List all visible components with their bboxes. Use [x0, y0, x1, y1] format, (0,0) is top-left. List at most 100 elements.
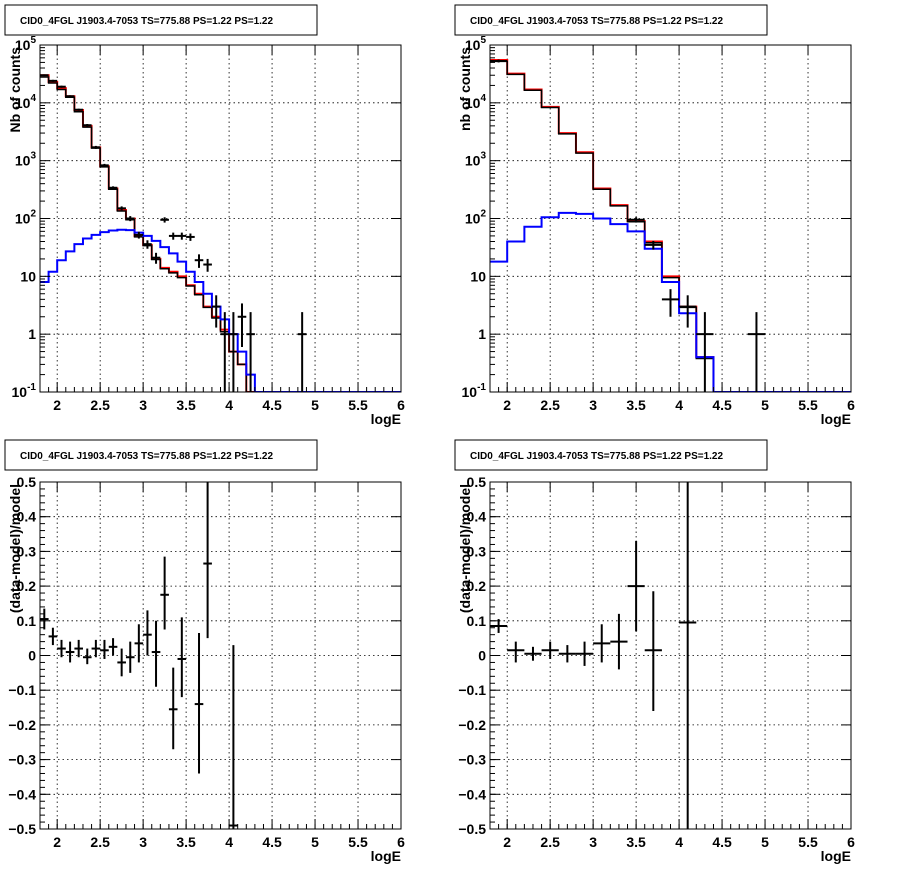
y-tick-label: 105	[15, 35, 37, 53]
data-point	[194, 254, 204, 268]
data-point	[57, 85, 66, 88]
data-point	[644, 591, 662, 712]
data-point	[143, 610, 152, 656]
data-point	[203, 258, 212, 272]
y-tick-label: 10-1	[462, 382, 487, 400]
chart-panel-br: 2 2.5 3 3.5 4 4.5 5 5.5 6 −0.5 −0.4 −0.3 −0.2 −0.1 0 0.…	[454, 439, 855, 864]
x-tick-label: 6	[397, 397, 405, 413]
y-tick-label: 1	[28, 326, 36, 342]
x-tick-label: 5.5	[798, 397, 818, 413]
y-tick-label: 0.2	[17, 578, 37, 594]
y-tick-label: 104	[465, 93, 487, 111]
y-tick-label: −0.1	[458, 682, 486, 698]
data-point	[610, 613, 628, 670]
y-axis-title: (data-model)/model	[7, 484, 23, 613]
series-line-2	[40, 228, 401, 392]
data-point	[558, 645, 576, 663]
data-point	[627, 540, 645, 632]
x-tick-label: 3	[589, 834, 597, 850]
x-tick-label: 3.5	[626, 397, 646, 413]
data-point	[91, 145, 101, 149]
y-tick-label: 0.5	[467, 474, 487, 490]
data-point	[507, 641, 525, 663]
y-tick-label: 104	[15, 93, 37, 111]
data-point	[168, 232, 178, 240]
data-point	[747, 312, 766, 392]
data-point	[74, 108, 83, 111]
data-point	[297, 312, 307, 392]
data-points	[490, 482, 697, 829]
data-point	[194, 632, 204, 774]
data-point	[220, 312, 230, 392]
data-point	[237, 303, 247, 347]
y-axis-title: nb of counts	[457, 47, 473, 131]
data-point	[696, 312, 714, 392]
y-tick-label: 10	[20, 268, 36, 284]
x-tick-label: 5.5	[348, 834, 368, 850]
x-tick-label: 4.5	[712, 397, 732, 413]
x-tick-label: 2	[53, 834, 61, 850]
y-tick-label: 0.1	[467, 613, 487, 629]
x-tick-label: 6	[847, 397, 855, 413]
data-point	[661, 289, 680, 317]
data-point	[125, 216, 135, 222]
data-point	[644, 240, 662, 250]
data-points	[490, 59, 766, 392]
data-points	[40, 74, 307, 392]
data-point	[82, 124, 92, 127]
title-frame	[454, 4, 768, 36]
y-tick-label: 103	[15, 151, 37, 169]
x-tick-label: 5	[311, 397, 319, 413]
x-tick-label: 3.5	[176, 397, 196, 413]
chart-title: CID0_4FGL J1903.4-7053 TS=775.88 PS=1.22…	[470, 16, 723, 27]
chart-title: CID0_4FGL J1903.4-7053 TS=775.88 PS=1.22…	[20, 16, 273, 27]
y-tick-label: 105	[465, 35, 487, 53]
data-point	[160, 217, 169, 223]
x-tick-label: 3	[139, 834, 147, 850]
data-point	[627, 217, 645, 223]
data-point	[65, 641, 75, 663]
x-tick-label: 3	[589, 397, 597, 413]
data-point	[246, 312, 255, 392]
y-tick-label: −0.3	[458, 752, 486, 768]
title-frame	[454, 439, 768, 471]
y-tick-label: −0.1	[8, 682, 36, 698]
y-tick-label: 0.4	[17, 509, 37, 525]
data-point	[48, 79, 58, 82]
x-tick-label: 2	[503, 834, 511, 850]
y-tick-label: 0	[28, 648, 36, 664]
chart-title: CID0_4FGL J1903.4-7053 TS=775.88 PS=1.22…	[20, 451, 273, 462]
title-frame	[4, 439, 318, 471]
title-frame	[4, 4, 318, 36]
data-point	[177, 232, 187, 240]
x-tick-label: 5.5	[348, 397, 368, 413]
data-point	[593, 624, 611, 663]
chart-panel-bl: 2 2.5 3 3.5 4 4.5 5 5.5 6 −0.5 −0.4 −0.3 −0.2 −0.1 0 0.…	[4, 439, 405, 864]
series-line-1	[40, 76, 401, 392]
data-point	[82, 648, 92, 665]
data-point	[134, 624, 144, 663]
x-tick-label: 4.5	[262, 397, 282, 413]
x-tick-label: 4	[675, 834, 683, 850]
data-point	[65, 95, 75, 98]
y-tick-label: 0.1	[17, 613, 37, 629]
series-line-2	[490, 211, 851, 392]
chart-panel-tr: 2 2.5 3 3.5 4 4.5 5 5.5 6 10-1 1 10 102 103 104 105 logE…	[454, 4, 855, 427]
grid	[40, 482, 401, 829]
x-tick-label: 4.5	[712, 834, 732, 850]
grid	[40, 45, 401, 392]
y-tick-label: 10-1	[12, 382, 37, 400]
x-axis-title: logE	[371, 848, 401, 864]
x-tick-label: 4	[225, 834, 233, 850]
data-point	[203, 482, 212, 639]
y-tick-label: −0.5	[458, 821, 486, 837]
data-point	[125, 641, 135, 673]
chart-title: CID0_4FGL J1903.4-7053 TS=775.88 PS=1.22…	[470, 451, 723, 462]
x-tick-label: 4	[675, 397, 683, 413]
x-tick-label: 3.5	[626, 834, 646, 850]
x-tick-label: 2.5	[540, 834, 560, 850]
data-points	[40, 482, 238, 829]
data-point	[108, 638, 118, 656]
data-point	[679, 482, 697, 829]
x-tick-label: 2.5	[90, 834, 110, 850]
